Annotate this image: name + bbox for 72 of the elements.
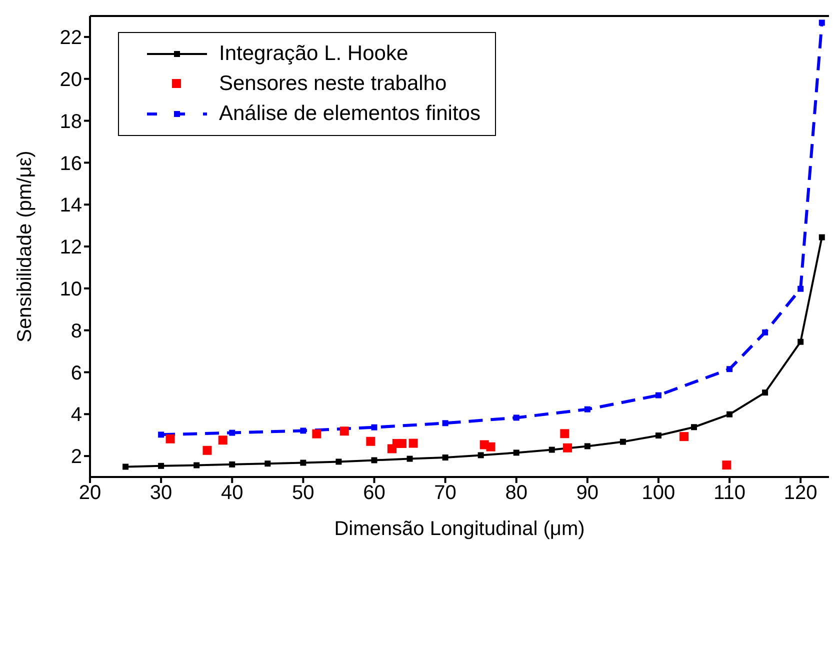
point	[560, 429, 570, 438]
y-tick-label: 10	[60, 278, 82, 301]
point	[300, 460, 306, 466]
point	[513, 414, 520, 421]
point	[264, 460, 271, 467]
point	[371, 457, 378, 464]
point	[340, 426, 349, 436]
x-tick-label: 90	[576, 482, 599, 504]
point	[158, 432, 164, 438]
point	[690, 424, 697, 430]
point	[397, 438, 406, 448]
legend-label: Integração L. Hooke	[219, 41, 408, 67]
point	[798, 338, 804, 345]
point	[818, 234, 825, 240]
y-tick-label: 18	[60, 110, 82, 133]
point	[762, 329, 768, 336]
point	[478, 452, 484, 458]
point	[680, 432, 689, 442]
legend-label: Sensores neste trabalho	[219, 71, 447, 97]
point	[158, 462, 164, 469]
x-tick-label: 120	[784, 482, 818, 504]
y-axis-title: Sensibilidade (pm/με)	[14, 150, 36, 342]
point	[798, 286, 804, 292]
point	[229, 430, 236, 436]
x-tick-label: 50	[292, 482, 314, 504]
point	[122, 464, 129, 470]
point	[655, 392, 662, 398]
x-tick-label: 60	[363, 482, 386, 504]
x-tick-label: 110	[714, 482, 746, 504]
point	[408, 438, 418, 448]
point	[202, 446, 212, 455]
y-tick-label: 4	[70, 404, 82, 426]
point	[218, 436, 228, 445]
point	[726, 366, 733, 372]
point	[229, 461, 236, 468]
point	[194, 462, 200, 468]
x-axis-title: Dimensão Longitudinal (μm)	[334, 518, 585, 540]
point	[486, 442, 496, 452]
x-tick-label: 70	[434, 482, 456, 504]
y-tick-label: 16	[60, 152, 82, 175]
point	[312, 429, 322, 438]
y-tick-label: 20	[60, 68, 82, 91]
point	[584, 443, 590, 450]
x-tick-label: 40	[220, 482, 244, 504]
point	[548, 446, 555, 453]
x-tick-label: 30	[150, 482, 172, 504]
point	[655, 432, 662, 439]
point	[762, 390, 768, 396]
point	[726, 411, 733, 418]
point	[563, 443, 572, 452]
y-tick-label: 8	[70, 320, 82, 342]
x-tick-label: 80	[505, 482, 528, 504]
y-tick-label: 6	[70, 362, 82, 384]
y-tick-label: 22	[60, 27, 82, 50]
y-tick-label: 14	[60, 194, 82, 217]
point	[336, 458, 342, 465]
x-tick-label: 100	[642, 482, 676, 504]
point	[620, 438, 626, 445]
point	[406, 456, 413, 462]
point	[442, 454, 448, 461]
point	[722, 460, 732, 470]
point	[166, 434, 175, 444]
point	[584, 406, 590, 412]
point	[818, 20, 825, 26]
y-tick-label: 2	[70, 446, 82, 468]
point	[513, 450, 520, 456]
point	[371, 424, 378, 430]
y-tick-label: 12	[60, 236, 82, 259]
point	[300, 428, 306, 434]
legend-label: Análise de elementos finitos	[219, 101, 480, 127]
point	[442, 420, 448, 426]
point	[366, 436, 376, 446]
